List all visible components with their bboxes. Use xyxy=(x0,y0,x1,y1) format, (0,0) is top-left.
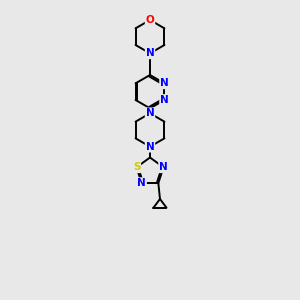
Text: O: O xyxy=(146,15,154,25)
Text: N: N xyxy=(159,162,168,172)
Text: N: N xyxy=(160,95,169,105)
Text: S: S xyxy=(133,162,140,172)
Text: N: N xyxy=(146,142,154,152)
Text: N: N xyxy=(160,78,169,88)
Text: N: N xyxy=(146,48,154,58)
Text: N: N xyxy=(137,178,146,188)
Text: N: N xyxy=(146,108,154,118)
